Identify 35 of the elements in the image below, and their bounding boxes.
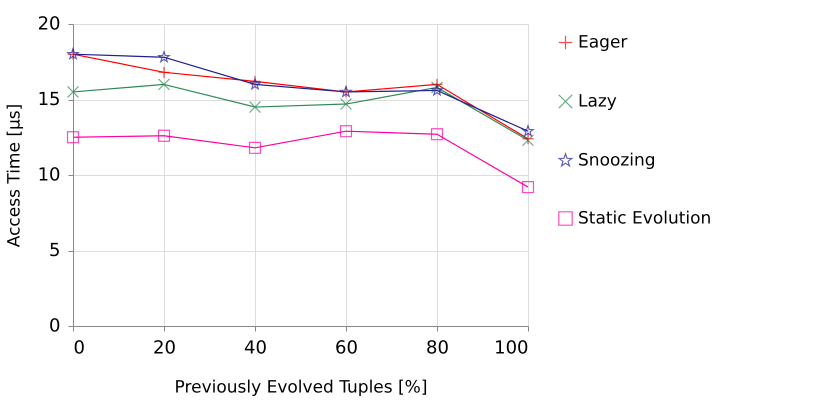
x-tick-label: 0 [74, 338, 85, 358]
point [158, 66, 170, 78]
legend-label: Eager [578, 32, 628, 52]
y-tick-label: 0 [49, 316, 60, 336]
x-tick-label: 80 [426, 338, 449, 358]
point [248, 75, 262, 88]
y-tick-label: 15 [38, 89, 60, 110]
point [158, 78, 170, 90]
point [430, 81, 444, 94]
y-tick-label: 5 [49, 240, 60, 261]
legend-label: Snoozing [578, 150, 656, 170]
point [248, 142, 262, 154]
point [248, 100, 262, 114]
x-tick-label: 100 [494, 338, 528, 358]
x-axis-title: Previously Evolved Tuples [%] [174, 378, 428, 398]
x-tick-label: 20 [153, 338, 176, 358]
point [430, 128, 444, 140]
y-tick-label: 20 [38, 14, 60, 34]
point [158, 51, 170, 62]
point [158, 130, 170, 142]
point [522, 181, 534, 194]
point [66, 131, 80, 144]
point [249, 78, 261, 90]
point [340, 125, 352, 138]
point [522, 125, 534, 136]
point [430, 78, 444, 90]
point [66, 86, 80, 98]
legend-label: Static Evolution [578, 208, 712, 228]
x-tick-label: 40 [244, 338, 267, 358]
legend-label: Lazy [578, 92, 617, 112]
x-tick-label: 60 [335, 338, 358, 358]
point [340, 98, 352, 110]
y-axis-title: Access Time [µs] [4, 104, 25, 248]
y-tick-label: 10 [38, 164, 60, 186]
point [431, 84, 443, 96]
